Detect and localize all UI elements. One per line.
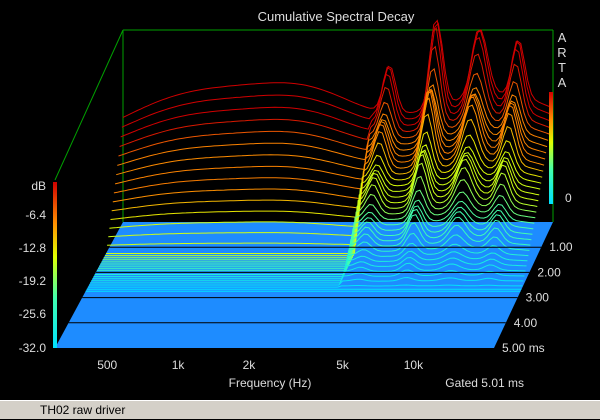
chart-title: Cumulative Spectral Decay: [258, 9, 415, 24]
decay-slice-1: [121, 19, 553, 128]
decay-slice-25: [94, 242, 529, 275]
decay-slice-9: [112, 97, 545, 203]
decay-slice-3: [119, 45, 551, 147]
decay-slice-2: [120, 26, 552, 138]
decay-slice-30: [89, 276, 524, 286]
time-tick-2: 3.00: [526, 291, 550, 305]
decay-slice-10: [111, 113, 544, 212]
decay-slice-23: [96, 222, 531, 271]
z-axis-label: dB: [31, 179, 46, 193]
x-tick-1k: 1k: [172, 358, 186, 372]
x-axis-label: Frequency (Hz): [229, 376, 312, 390]
time-tick-4: 5.00 ms: [502, 341, 545, 355]
footer-label: TH02 raw driver: [0, 400, 600, 419]
time-tick-3: 4.00: [514, 316, 538, 330]
gate-label: Gated 5.01 ms: [445, 376, 524, 390]
z-tick-0: -6.4: [25, 208, 46, 222]
decay-slice-13: [108, 149, 541, 238]
decay-slice-0: [122, 22, 554, 118]
z-tick-labels: -6.4 -12.8 -19.2 -25.6 -32.0: [19, 208, 47, 355]
decay-slice-8: [113, 88, 546, 194]
decay-slice-12: [109, 144, 542, 229]
time-tick-1: 2.00: [537, 265, 561, 279]
x-tick-5k: 5k: [336, 358, 350, 372]
z-tick-3: -25.6: [19, 307, 47, 321]
decay-slice-27: [92, 256, 527, 280]
z-tick-2: -19.2: [19, 274, 47, 288]
right-scale-zero: 0: [565, 191, 572, 205]
waterfall-slices: [85, 19, 554, 292]
decay-slice-21: [99, 208, 533, 267]
decay-slice-26: [93, 250, 528, 278]
decay-slice-15: [106, 153, 539, 254]
right-color-scale: [549, 92, 553, 204]
x-tick-labels: 500 1k 2k 5k 10k: [97, 358, 424, 372]
decay-slice-4: [118, 67, 550, 157]
decay-slice-29: [90, 269, 525, 284]
x-tick-2k: 2k: [243, 358, 257, 372]
decay-slice-11: [110, 131, 543, 220]
decay-slice-16: [104, 162, 538, 257]
decay-slice-22: [98, 214, 532, 269]
decay-slice-31: [87, 284, 523, 288]
decay-slice-20: [100, 205, 534, 265]
time-tick-0: 1.00: [549, 240, 573, 254]
x-tick-500: 500: [97, 358, 117, 372]
decay-slice-18: [102, 189, 536, 261]
decay-slice-7: [114, 88, 547, 185]
decay-slice-14: [107, 150, 540, 246]
decay-slice-19: [101, 199, 535, 263]
x-tick-10k: 10k: [404, 358, 424, 372]
decay-slice-17: [103, 175, 537, 259]
decay-slice-6: [116, 89, 548, 176]
decay-slice-28: [91, 262, 526, 282]
z-tick-1: -12.8: [19, 241, 47, 255]
time-tick-labels: 1.00 2.00 3.00 4.00 5.00 ms: [502, 240, 573, 355]
time-gridlines: [68, 246, 542, 324]
decay-slice-5: [117, 84, 549, 166]
db-color-scale: [53, 182, 57, 348]
z-tick-4: -32.0: [19, 341, 47, 355]
